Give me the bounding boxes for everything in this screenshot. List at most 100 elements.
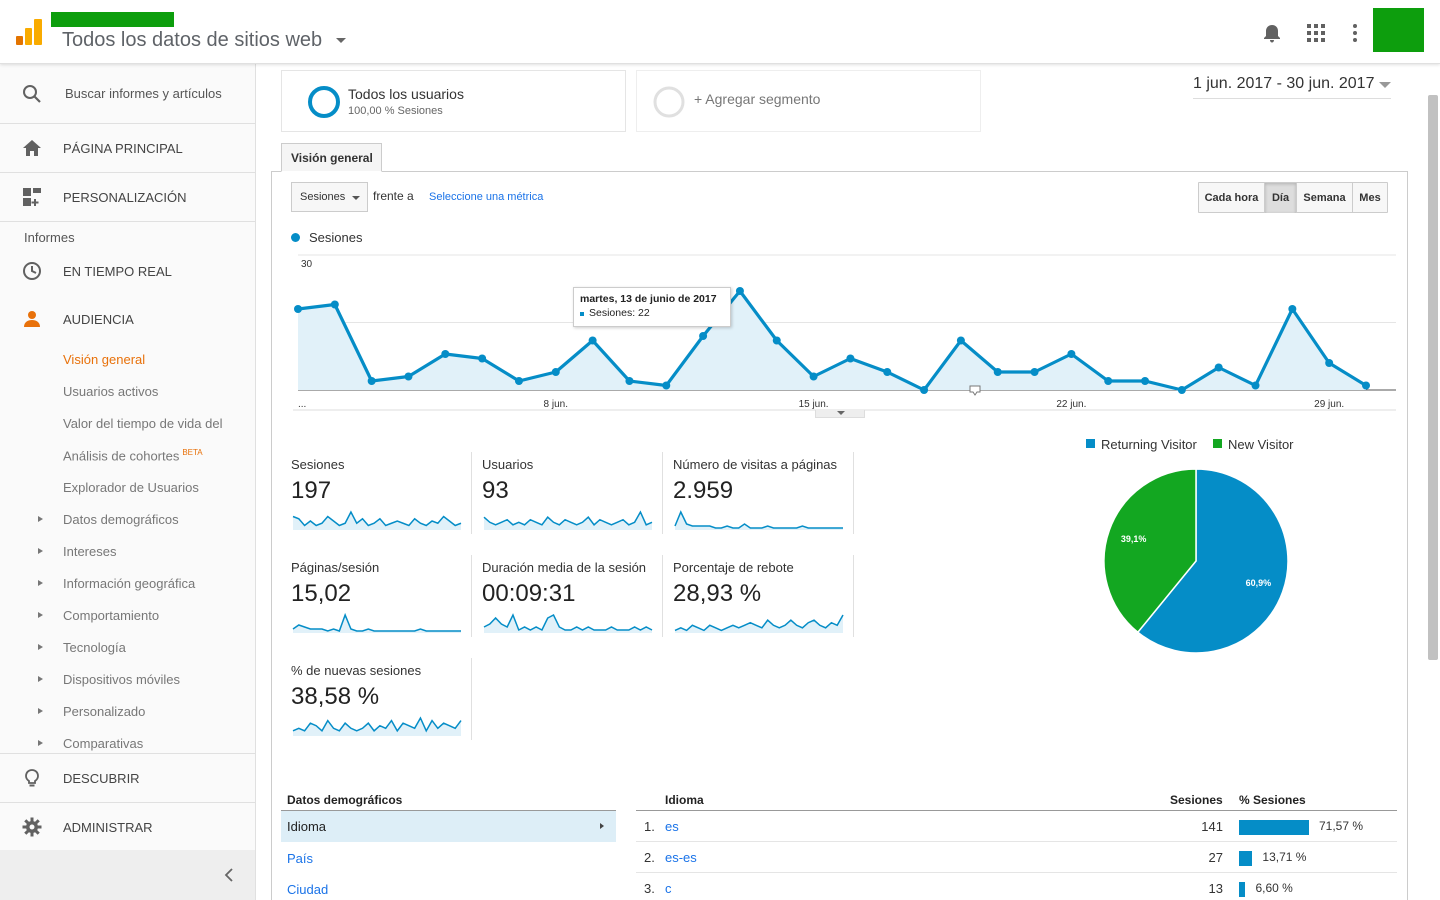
expand-arrow-icon[interactable] — [38, 516, 43, 522]
data-point[interactable] — [367, 377, 376, 385]
chart-resize-handle[interactable] — [815, 410, 865, 418]
data-point[interactable] — [846, 354, 855, 363]
date-range-picker[interactable]: 1 jun. 2017 - 30 jun. 2017 — [1193, 75, 1375, 92]
select-metric-link[interactable]: Seleccione una métrica — [429, 191, 544, 203]
sidebar-collapse-bar[interactable] — [0, 850, 255, 900]
data-point[interactable] — [699, 332, 708, 340]
data-point[interactable] — [956, 336, 965, 345]
pie-slice[interactable] — [1136, 468, 1289, 654]
metric-select[interactable]: Sesiones — [291, 182, 368, 212]
property-view-selector[interactable]: Todos los datos de sitios web — [62, 29, 323, 51]
data-point[interactable] — [1214, 363, 1223, 372]
expand-arrow-icon[interactable] — [38, 676, 43, 682]
granularity-day-button[interactable]: Día — [1265, 183, 1297, 213]
chevron-down-icon[interactable] — [336, 38, 346, 43]
data-point[interactable] — [662, 381, 671, 390]
data-point[interactable] — [1030, 368, 1039, 376]
sidebar-item-cohort-analysis[interactable]: Análisis de cohortes BETA — [63, 448, 203, 463]
sidebar-item-behavior[interactable]: Comportamiento — [63, 608, 160, 623]
granularity-month-button[interactable]: Mes — [1359, 192, 1381, 204]
pie-slice[interactable] — [1103, 468, 1197, 634]
analytics-logo-icon[interactable] — [16, 19, 42, 45]
sidebar-item-benchmarking[interactable]: Comparativas — [63, 736, 144, 751]
sidebar-item-customization[interactable]: PERSONALIZACIÓN — [63, 190, 187, 205]
metric-card[interactable]: Páginas/sesión 15,02 — [291, 560, 463, 650]
scrollbar-thumb[interactable] — [1428, 95, 1438, 660]
data-point[interactable] — [294, 305, 302, 313]
data-point[interactable] — [1325, 359, 1334, 367]
data-point[interactable] — [735, 287, 744, 295]
sidebar-item-discover[interactable]: DESCUBRIR — [63, 771, 140, 786]
notifications-bell-icon[interactable] — [1261, 22, 1283, 44]
data-point[interactable] — [993, 368, 1002, 376]
granularity-hourly-button[interactable]: Cada hora — [1199, 183, 1265, 213]
data-point[interactable] — [1251, 381, 1260, 390]
visitor-type-pie-chart[interactable]: 60,9% 39,1% — [1101, 466, 1291, 656]
data-point[interactable] — [1141, 377, 1150, 385]
data-point[interactable] — [920, 386, 929, 394]
metric-card[interactable]: Número de visitas a páginas 2.959 — [673, 457, 845, 547]
sidebar-item-technology[interactable]: Tecnología — [63, 640, 126, 655]
sparkline-line — [292, 510, 462, 527]
sidebar-item-overview[interactable]: Visión general — [63, 352, 146, 367]
data-point[interactable] — [772, 336, 781, 345]
apps-grid-icon[interactable] — [1306, 23, 1326, 43]
metric-card[interactable]: % de nuevas sesiones 38,58 % — [291, 663, 463, 753]
add-segment-button[interactable]: + Agregar segmento — [636, 70, 981, 132]
data-point[interactable] — [588, 336, 597, 345]
data-point[interactable] — [441, 350, 450, 358]
metric-card[interactable]: Duración media de la sesión 00:09:31 — [482, 560, 654, 650]
expand-arrow-icon[interactable] — [38, 740, 43, 746]
data-point[interactable] — [883, 368, 892, 376]
sidebar-item-audience[interactable]: AUDIENCIA — [63, 312, 134, 327]
expand-arrow-icon[interactable] — [38, 708, 43, 714]
row-language-link[interactable]: es-es — [665, 850, 697, 865]
expand-arrow-icon[interactable] — [38, 644, 43, 650]
data-point[interactable] — [1067, 350, 1076, 358]
data-point[interactable] — [625, 377, 634, 385]
chevron-down-icon[interactable] — [1379, 82, 1391, 88]
metric-card[interactable]: Porcentaje de rebote 28,93 % — [673, 560, 845, 650]
data-point[interactable] — [330, 300, 339, 309]
more-vert-icon[interactable] — [1347, 22, 1363, 44]
data-point[interactable] — [404, 372, 413, 381]
data-point[interactable] — [1362, 381, 1370, 390]
data-point[interactable] — [1288, 305, 1297, 313]
sidebar-item-active-users[interactable]: Usuarios activos — [63, 384, 159, 399]
sidebar-item-interests[interactable]: Intereses — [63, 544, 117, 559]
metric-card[interactable]: Usuarios 93 — [482, 457, 654, 547]
annotation-marker-icon[interactable] — [969, 385, 981, 396]
row-language-link[interactable]: es — [665, 819, 679, 834]
demographics-item-country[interactable]: País — [287, 851, 314, 866]
sidebar-item-realtime[interactable]: EN TIEMPO REAL — [63, 264, 172, 279]
granularity-week-button[interactable]: Semana — [1297, 183, 1353, 213]
tab-overview[interactable]: Visión general — [281, 143, 382, 172]
account-avatar[interactable] — [1373, 8, 1424, 52]
segment-all-users[interactable]: Todos los usuarios 100,00 % Sesiones — [281, 70, 626, 132]
sidebar-item-lifetime-value[interactable]: Valor del tiempo de vida del — [63, 416, 223, 431]
sidebar-item-demographics[interactable]: Datos demográficos — [63, 512, 179, 527]
chevron-left-icon[interactable] — [223, 868, 235, 882]
data-point[interactable] — [514, 377, 523, 385]
data-point[interactable] — [1177, 386, 1186, 394]
sessions-line-chart[interactable]: 3015...8 jun.15 jun.22 jun.29 jun. — [286, 250, 1396, 420]
search-input[interactable]: Buscar informes y artículos — [65, 86, 222, 101]
sidebar-item-admin[interactable]: ADMINISTRAR — [63, 820, 153, 835]
sidebar-item-user-explorer[interactable]: Explorador de Usuarios — [63, 480, 199, 495]
expand-arrow-icon[interactable] — [38, 612, 43, 618]
expand-arrow-icon[interactable] — [38, 548, 43, 554]
sidebar-item-home[interactable]: PÁGINA PRINCIPAL — [63, 141, 183, 156]
expand-arrow-icon[interactable] — [38, 580, 43, 586]
account-name-redacted[interactable] — [51, 12, 174, 27]
demographics-item-language[interactable]: Idioma — [281, 811, 616, 842]
data-point[interactable] — [478, 354, 487, 363]
sidebar-item-custom[interactable]: Personalizado — [63, 704, 146, 719]
row-language-link[interactable]: c — [665, 881, 672, 896]
data-point[interactable] — [1104, 377, 1113, 385]
data-point[interactable] — [809, 372, 818, 381]
metric-card[interactable]: Sesiones 197 — [291, 457, 463, 547]
demographics-item-city[interactable]: Ciudad — [287, 882, 329, 897]
sidebar-item-mobile[interactable]: Dispositivos móviles — [63, 672, 181, 687]
sidebar-item-geo[interactable]: Información geográfica — [63, 576, 196, 591]
data-point[interactable] — [551, 368, 560, 376]
